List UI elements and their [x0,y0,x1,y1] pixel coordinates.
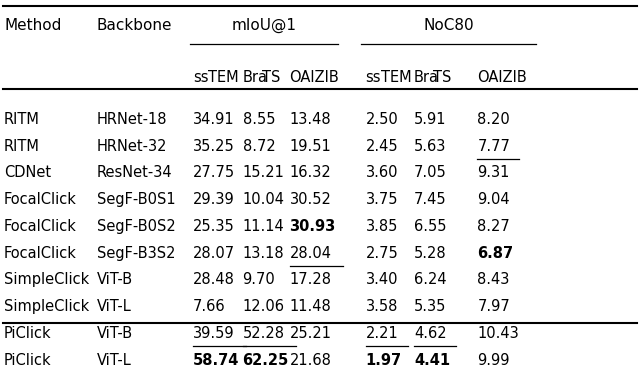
Text: FocalClick: FocalClick [4,192,77,207]
Text: 30.52: 30.52 [289,192,332,207]
Text: 9.31: 9.31 [477,166,509,181]
Text: ViT-L: ViT-L [97,299,131,314]
Text: NoC80: NoC80 [423,18,474,33]
Text: 5.63: 5.63 [414,139,446,154]
Text: 39.59: 39.59 [193,326,235,341]
Text: 11.48: 11.48 [289,299,332,314]
Text: 2.50: 2.50 [365,112,399,127]
Text: 3.60: 3.60 [365,166,398,181]
Text: 13.48: 13.48 [289,112,331,127]
Text: 3.85: 3.85 [365,219,398,234]
Text: 15.21: 15.21 [243,166,284,181]
Text: TEM: TEM [209,70,239,86]
Text: 28.48: 28.48 [193,272,235,287]
Text: Method: Method [4,18,61,33]
Text: 8.43: 8.43 [477,272,509,287]
Text: 30.93: 30.93 [289,219,336,234]
Text: PiClick: PiClick [4,326,52,341]
Text: 2.45: 2.45 [365,139,398,154]
Text: 8.27: 8.27 [477,219,510,234]
Text: 4.41: 4.41 [414,353,450,367]
Text: SegF-B0S2: SegF-B0S2 [97,219,175,234]
Text: 9.99: 9.99 [477,353,510,367]
Text: ViT-L: ViT-L [97,353,131,367]
Text: 2.21: 2.21 [365,326,399,341]
Text: 6.55: 6.55 [414,219,446,234]
Text: TS: TS [433,70,451,86]
Text: 35.25: 35.25 [193,139,235,154]
Text: 7.45: 7.45 [414,192,447,207]
Text: RITM: RITM [4,139,40,154]
Text: TEM: TEM [381,70,412,86]
Text: 9.70: 9.70 [243,272,275,287]
Text: OAIZIB: OAIZIB [289,70,339,86]
Text: SegF-B0S1: SegF-B0S1 [97,192,175,207]
Text: 5.35: 5.35 [414,299,446,314]
Text: FocalClick: FocalClick [4,219,77,234]
Text: HRNet-32: HRNet-32 [97,139,167,154]
Text: 29.39: 29.39 [193,192,235,207]
Text: 58.74: 58.74 [193,353,239,367]
Text: HRNet-18: HRNet-18 [97,112,167,127]
Text: 13.18: 13.18 [243,246,284,261]
Text: OAIZIB: OAIZIB [477,70,527,86]
Text: 3.40: 3.40 [365,272,398,287]
Text: 27.75: 27.75 [193,166,236,181]
Text: 8.72: 8.72 [243,139,275,154]
Text: 62.25: 62.25 [243,353,289,367]
Text: 12.06: 12.06 [243,299,285,314]
Text: 11.14: 11.14 [243,219,284,234]
Text: mIoU@1: mIoU@1 [231,18,296,33]
Text: 7.05: 7.05 [414,166,447,181]
Text: PiClick: PiClick [4,353,52,367]
Text: FocalClick: FocalClick [4,246,77,261]
Text: 7.97: 7.97 [477,299,510,314]
Text: 1.97: 1.97 [365,353,402,367]
Text: RITM: RITM [4,112,40,127]
Text: 52.28: 52.28 [243,326,285,341]
Text: ss: ss [365,70,381,86]
Text: Backbone: Backbone [97,18,172,33]
Text: CDNet: CDNet [4,166,51,181]
Text: TS: TS [262,70,280,86]
Text: 17.28: 17.28 [289,272,332,287]
Text: 28.04: 28.04 [289,246,332,261]
Text: 9.04: 9.04 [477,192,510,207]
Text: SegF-B3S2: SegF-B3S2 [97,246,175,261]
Text: 5.91: 5.91 [414,112,446,127]
Text: 25.21: 25.21 [289,326,332,341]
Text: 10.04: 10.04 [243,192,285,207]
Text: 3.58: 3.58 [365,299,398,314]
Text: ss: ss [193,70,209,86]
Text: 16.32: 16.32 [289,166,332,181]
Text: 28.07: 28.07 [193,246,236,261]
Text: Bra: Bra [414,70,439,86]
Text: 7.66: 7.66 [193,299,226,314]
Text: SimpleClick: SimpleClick [4,272,90,287]
Text: 3.75: 3.75 [365,192,398,207]
Text: 8.20: 8.20 [477,112,510,127]
Text: 2.75: 2.75 [365,246,399,261]
Text: ResNet-34: ResNet-34 [97,166,172,181]
Text: 8.55: 8.55 [243,112,275,127]
Text: ViT-B: ViT-B [97,272,133,287]
Text: 4.62: 4.62 [414,326,447,341]
Text: 5.28: 5.28 [414,246,447,261]
Text: ViT-B: ViT-B [97,326,133,341]
Text: 19.51: 19.51 [289,139,332,154]
Text: 10.43: 10.43 [477,326,519,341]
Text: SimpleClick: SimpleClick [4,299,90,314]
Text: 34.91: 34.91 [193,112,235,127]
Text: 21.68: 21.68 [289,353,332,367]
Text: 7.77: 7.77 [477,139,510,154]
Text: 25.35: 25.35 [193,219,235,234]
Text: Bra: Bra [243,70,268,86]
Text: 6.87: 6.87 [477,246,513,261]
Text: 6.24: 6.24 [414,272,447,287]
